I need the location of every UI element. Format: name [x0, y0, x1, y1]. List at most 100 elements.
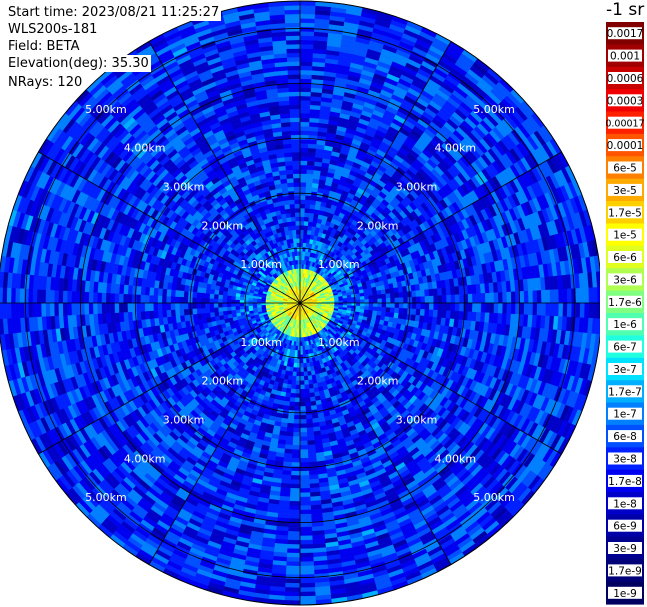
- ppi-cell: [411, 296, 417, 304]
- ppi-cell: [303, 379, 309, 386]
- ppi-cell: [299, 99, 311, 106]
- ppi-cell: [291, 375, 297, 381]
- ppi-cell: [433, 295, 439, 304]
- ppi-cell: [307, 147, 317, 154]
- ppi-cell: [380, 289, 387, 295]
- ppi-cell: [394, 292, 400, 299]
- ppi-cell: [299, 74, 313, 80]
- ppi-cell: [433, 302, 439, 311]
- ppi-cell: [299, 121, 310, 127]
- ppi-cell: [299, 587, 316, 593]
- ppi-cell: [588, 287, 594, 304]
- ppi-cell: [302, 358, 307, 364]
- ppi-cell: [307, 448, 317, 455]
- ppi-cell: [299, 483, 310, 489]
- ppi-cell: [493, 292, 499, 304]
- ppi-cell: [367, 291, 374, 297]
- ppi-cell: [287, 539, 301, 545]
- ppi-cell: [398, 302, 404, 309]
- ppi-cell: [304, 397, 311, 403]
- ppi-cell: [303, 375, 309, 381]
- ppi-cell: [303, 371, 308, 377]
- ppi-cell: [364, 299, 370, 304]
- ppi-cell: [584, 302, 590, 319]
- ppi-cell: [450, 302, 456, 312]
- ppi-cell: [283, 457, 293, 463]
- ppi-cell: [302, 354, 307, 360]
- ppi-cell: [299, 522, 312, 528]
- ppi-cell: [307, 375, 313, 381]
- ppi-cell: [286, 544, 301, 550]
- ppi-cell: [536, 290, 542, 304]
- ppi-cell: [389, 307, 396, 314]
- ppi-cell: [290, 483, 301, 489]
- ppi-cell: [575, 288, 581, 304]
- ppi-cell: [372, 294, 378, 300]
- ppi-cell: [299, 561, 315, 567]
- ppi-cell: [304, 203, 311, 209]
- ppi-cell: [287, 531, 301, 537]
- ppi-cell: [299, 26, 315, 32]
- ppi-cell: [299, 35, 315, 41]
- ppi-cell: [381, 293, 387, 299]
- ppi-cell: [299, 358, 304, 364]
- ppi-cell: [299, 449, 309, 455]
- ppi-cell: [299, 164, 308, 170]
- ppi-cell: [305, 418, 313, 424]
- ppi-cell: [299, 173, 308, 179]
- ppi-cell: [308, 387, 315, 394]
- ppi-cell: [597, 287, 600, 304]
- ppi-cell: [299, 112, 311, 118]
- ppi-cell: [528, 302, 534, 316]
- ppi-cell: [299, 526, 313, 532]
- ppi-cell: [424, 309, 430, 317]
- ppi-cell: [295, 375, 301, 381]
- ppi-cell: [291, 453, 301, 459]
- ppi-cell: [376, 289, 382, 296]
- ppi-cell: [415, 308, 421, 316]
- ppi-cell: [437, 287, 443, 297]
- ppi-cell: [502, 291, 508, 304]
- ppi-cell: [296, 358, 301, 364]
- ppi-cell: [506, 291, 512, 304]
- ppi-cell: [304, 384, 310, 390]
- ppi-cell: [562, 288, 568, 304]
- ppi-cell: [295, 388, 301, 394]
- ppi-cell: [305, 186, 313, 192]
- ppi-cell: [286, 427, 294, 433]
- ppi-cell: [304, 207, 311, 214]
- ppi-cell: [519, 291, 525, 304]
- ppi-cell: [299, 61, 313, 67]
- ppi-cell: [299, 380, 305, 386]
- ppi-cell: [299, 18, 316, 24]
- ppi-cell: [446, 294, 452, 304]
- ppi-cell: [480, 302, 486, 313]
- ppi-cell: [553, 302, 560, 317]
- ppi-cell: [299, 423, 307, 429]
- ppi-cell: [307, 452, 317, 459]
- ppi-cell: [292, 436, 301, 442]
- ppi-cell: [283, 452, 293, 459]
- ppi-cell: [299, 500, 311, 507]
- ppi-cell: [351, 302, 357, 307]
- ppi-cell: [416, 296, 422, 304]
- ppi-cell: [306, 366, 312, 372]
- ppi-cell: [389, 292, 396, 299]
- ppi-cell: [299, 246, 304, 252]
- ppi-cell: [306, 440, 316, 446]
- ppi-cell: [299, 401, 306, 407]
- ppi-cell: [307, 156, 316, 162]
- ppi-cell: [541, 302, 547, 317]
- ppi-cell: [402, 291, 408, 298]
- ppi-cell: [299, 492, 311, 498]
- ppi-cell: [291, 462, 301, 468]
- ppi-cell: [305, 195, 312, 201]
- ppi-cell: [355, 299, 361, 304]
- ppi-cell: [445, 310, 452, 320]
- ppi-cell: [291, 457, 301, 463]
- ppi-cell: [299, 177, 307, 183]
- ppi-cell: [285, 578, 301, 584]
- ppi-cell: [437, 295, 443, 304]
- ppi-cell: [299, 578, 315, 584]
